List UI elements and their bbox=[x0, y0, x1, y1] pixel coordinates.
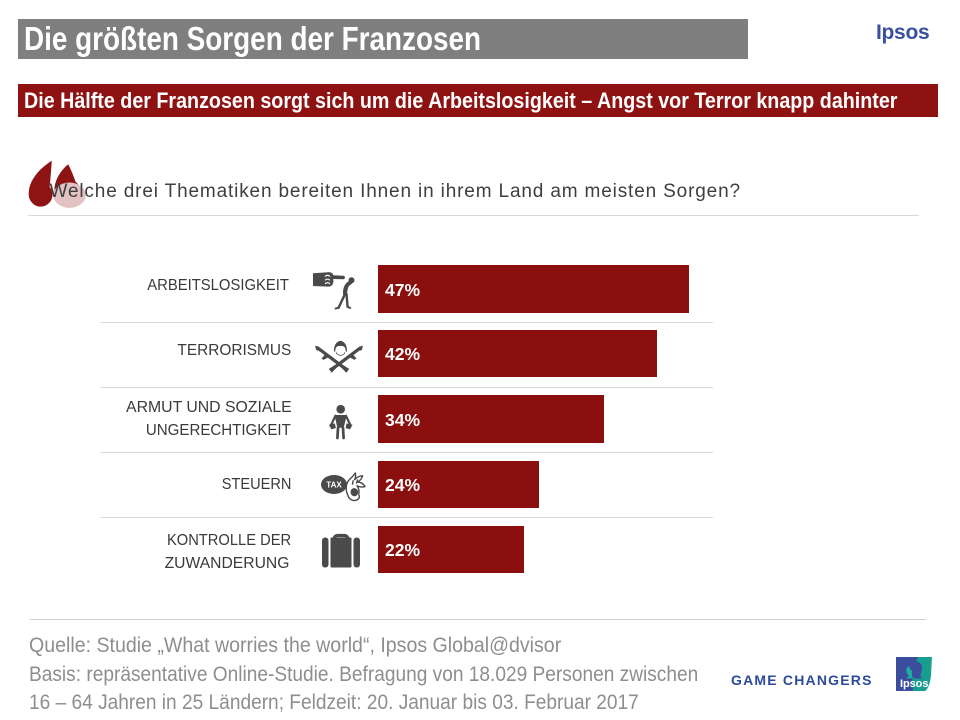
svg-text:TAX: TAX bbox=[326, 481, 342, 490]
svg-text:Ipsos: Ipsos bbox=[900, 678, 929, 690]
